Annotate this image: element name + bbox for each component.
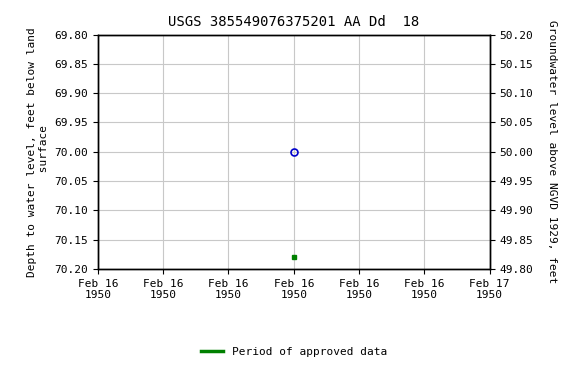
Y-axis label: Groundwater level above NGVD 1929, feet: Groundwater level above NGVD 1929, feet [547, 20, 557, 283]
Title: USGS 385549076375201 AA Dd  18: USGS 385549076375201 AA Dd 18 [168, 15, 419, 29]
Legend: Period of approved data: Period of approved data [196, 343, 391, 362]
Y-axis label: Depth to water level, feet below land
 surface: Depth to water level, feet below land su… [27, 27, 49, 276]
